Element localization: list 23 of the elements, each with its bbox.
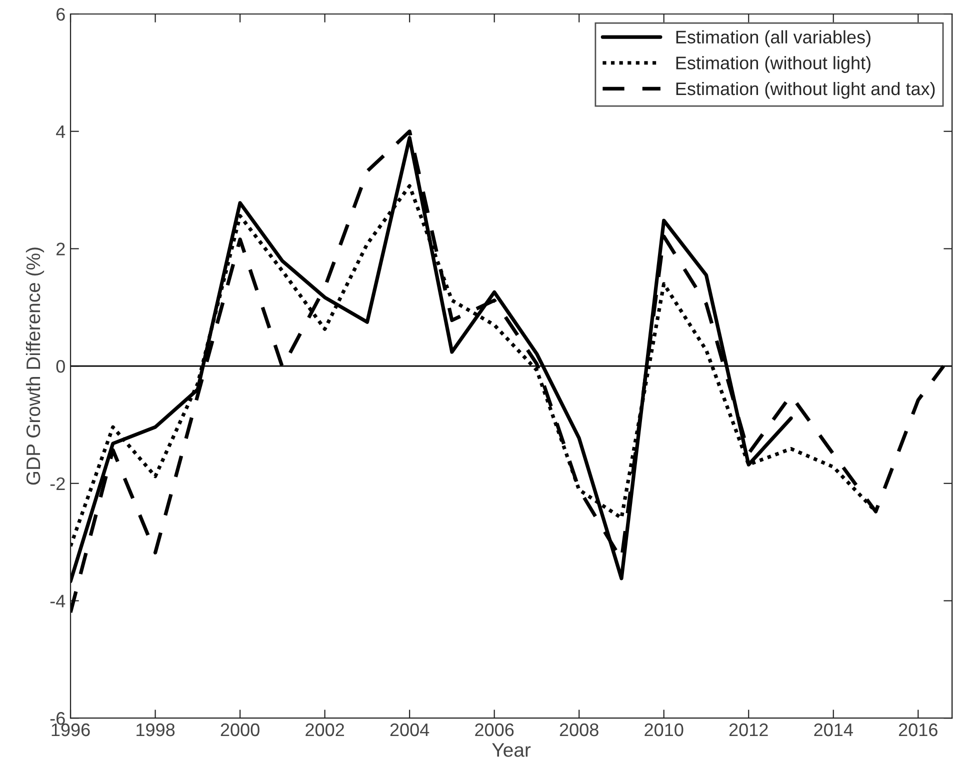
- x-tick-label: 1996: [52, 723, 90, 736]
- legend-label: Estimation (without light): [676, 56, 870, 73]
- x-tick-label: 2014: [814, 723, 853, 736]
- y-tick-label: 6: [56, 8, 65, 21]
- y-axis-title: GDP Growth Difference (%): [26, 248, 44, 485]
- y-tick-label: -2: [50, 477, 65, 490]
- y-tick-label: 2: [56, 242, 65, 256]
- x-tick-label: 2012: [729, 723, 768, 736]
- legend-label: Estimation (all variables): [676, 30, 870, 48]
- x-tick-label: 2016: [898, 723, 938, 736]
- x-tick-label: 1998: [136, 723, 175, 736]
- x-tick-label: 2004: [390, 723, 430, 736]
- x-tick-label: 2006: [475, 723, 514, 736]
- x-tick-label: 2002: [306, 723, 344, 736]
- x-axis-title: Year: [492, 743, 531, 757]
- y-tick-label: 4: [56, 125, 66, 138]
- x-tick-label: 2000: [220, 723, 260, 736]
- legend-label: Estimation (without light and tax): [676, 82, 935, 99]
- y-tick-label: -6: [50, 712, 65, 725]
- y-tick-label: -4: [50, 594, 66, 608]
- x-tick-label: 2010: [644, 723, 684, 736]
- y-tick-label: 0: [56, 360, 65, 373]
- x-tick-label: 2008: [560, 723, 598, 736]
